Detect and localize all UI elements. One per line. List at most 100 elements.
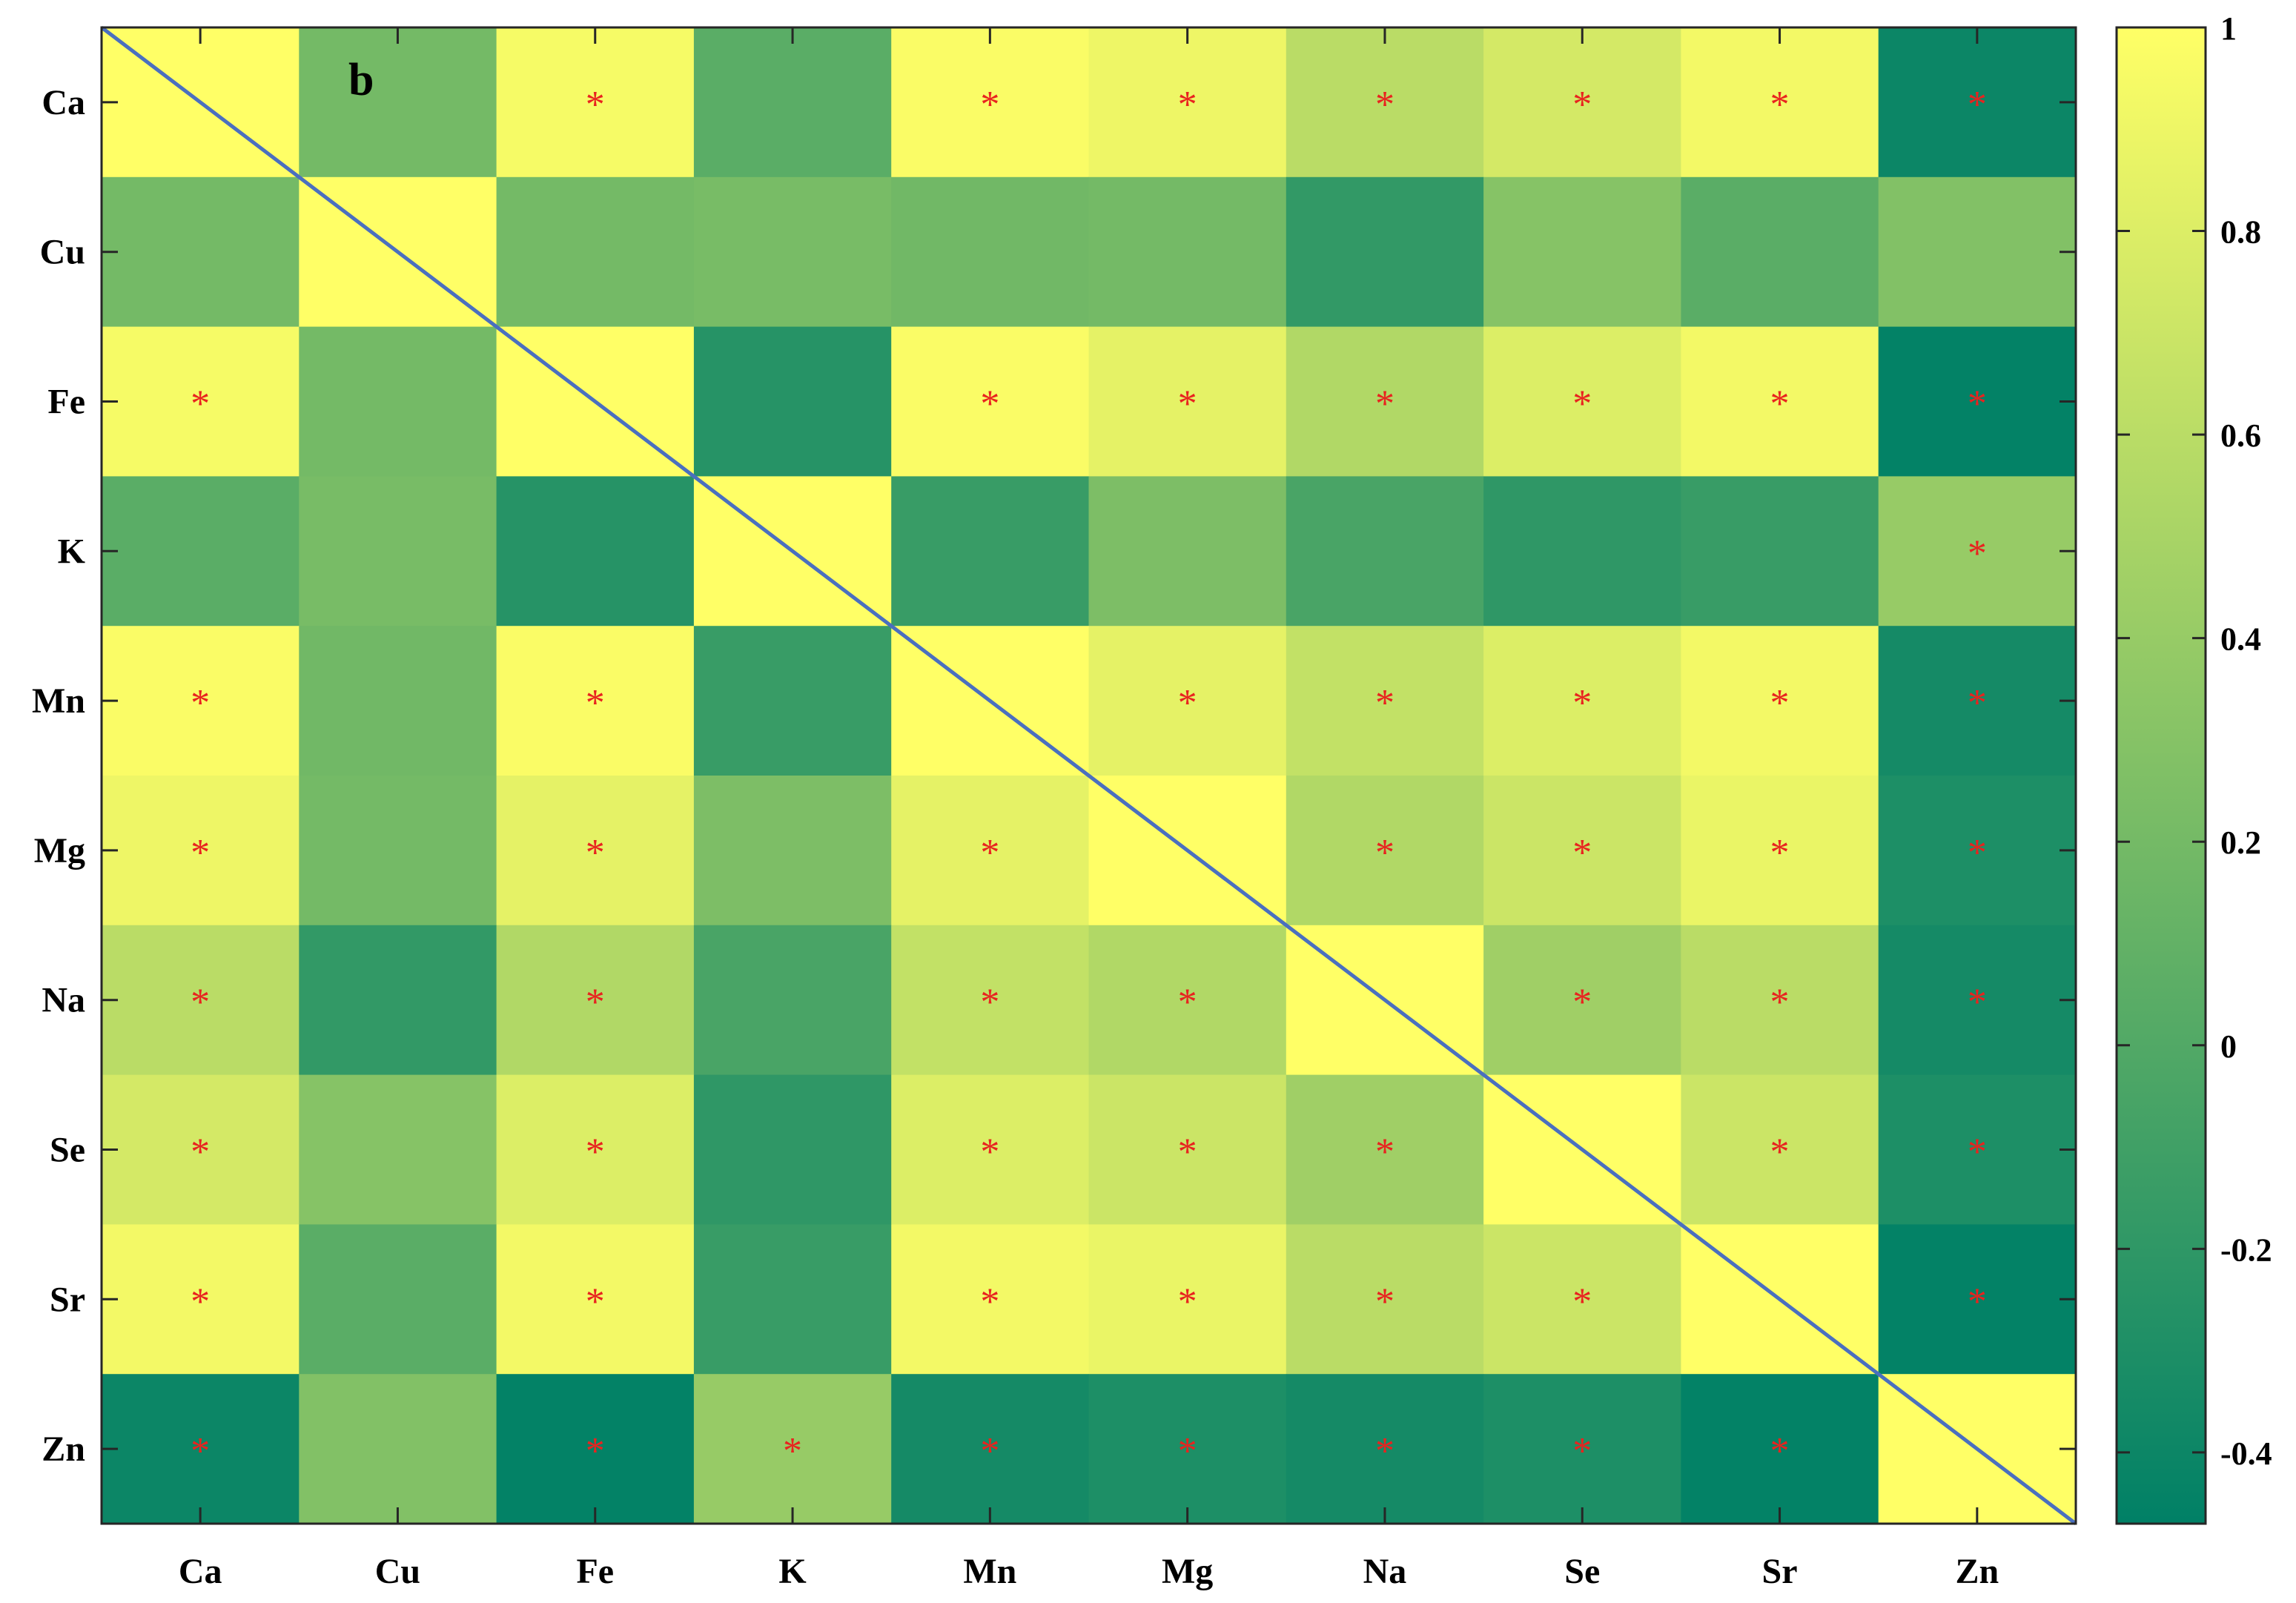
colorbar-tick-label: 0.8 [2220, 214, 2261, 251]
significance-marker: * [980, 982, 999, 1024]
heatmap-cell-ca-k [693, 27, 892, 178]
heatmap-cell-na-k [693, 925, 892, 1076]
significance-marker: * [980, 1430, 999, 1473]
y-tick-label: Se [50, 1131, 85, 1170]
significance-marker: * [1178, 84, 1197, 126]
heatmap-cell-k-zn [1878, 476, 2077, 627]
significance-marker: * [1375, 1280, 1395, 1323]
heatmap-cell-sr-cu [299, 1224, 497, 1375]
significance-marker: * [1178, 682, 1197, 724]
heatmap-cell-cu-zn [1878, 176, 2077, 328]
x-tick-label: Fe [576, 1552, 614, 1591]
significance-marker: * [1968, 1280, 1987, 1323]
heatmap-cell-fe-zn [1878, 326, 2077, 477]
significance-marker: * [586, 982, 605, 1024]
heatmap-cell-zn-cu [299, 1374, 497, 1524]
x-tick-label: Mg [1162, 1552, 1213, 1591]
heatmap-cell-sr-se [1483, 1224, 1681, 1375]
x-tick-label: Na [1363, 1552, 1407, 1591]
colorbar-tick-label: 0.4 [2220, 621, 2261, 658]
heatmap-cell-k-ca [102, 476, 300, 627]
y-tick-label: Cu [40, 233, 85, 272]
significance-marker: * [1770, 84, 1790, 126]
y-tick-label: Mn [32, 681, 85, 721]
colorbar-tick-label: -0.2 [2220, 1232, 2272, 1268]
y-axis-tick-labels: Ca Cu Fe K Mn Mg Na Se Sr Zn [32, 83, 85, 1469]
heatmap-cell-sr-mg [1088, 1224, 1287, 1375]
axis-ticks [102, 27, 2076, 1524]
heatmap-cell-ca-se [1483, 27, 1681, 178]
significance-marker: * [980, 1280, 999, 1323]
y-tick-label: Mg [34, 831, 85, 870]
heatmap-cell-se-na [1286, 1074, 1484, 1225]
y-tick-label: Fe [47, 383, 85, 422]
significance-marker: * [1770, 832, 1790, 874]
heatmap-cell-na-mn [891, 925, 1089, 1076]
heatmap-cell-fe-ca [102, 326, 300, 477]
heatmap-cell-mg-mn [891, 776, 1089, 926]
significance-marker: * [1572, 84, 1592, 126]
significance-marker: * [1770, 1430, 1790, 1473]
heatmap-cell-na-ca [102, 925, 300, 1076]
significance-marker: * [586, 682, 605, 724]
heatmap-cell-cu-fe [496, 176, 695, 328]
heatmap-cell-fe-se [1483, 326, 1681, 477]
heatmap-cell-zn-se [1483, 1374, 1681, 1524]
heatmap-cell-mn-k [693, 626, 892, 776]
heatmap-cell-sr-mn [891, 1224, 1089, 1375]
heatmap-cell-k-na [1286, 476, 1484, 627]
x-tick-label: Zn [1955, 1552, 1999, 1591]
heatmap-cell-cu-sr [1681, 176, 1879, 328]
heatmap-cell-ca-cu [299, 27, 497, 178]
y-tick-label: Ca [42, 83, 85, 122]
heatmap-cell-fe-mn [891, 326, 1089, 477]
significance-marker: * [1375, 682, 1395, 724]
significance-marker: * [783, 1430, 802, 1473]
significance-marker: * [1375, 832, 1395, 874]
significance-marker: * [1178, 1131, 1197, 1174]
significance-marker: * [586, 1280, 605, 1323]
y-tick-label: Zn [42, 1430, 85, 1469]
heatmap-cell-zn-ca [102, 1374, 300, 1524]
significance-marker: * [586, 832, 605, 874]
significance-marker: * [191, 1131, 210, 1174]
heatmap-cell-sr-na [1286, 1224, 1484, 1375]
significance-marker: * [980, 1131, 999, 1174]
heatmap-cell-se-k [693, 1074, 892, 1225]
heatmap-cell-fe-k [693, 326, 892, 477]
heatmap-cell-ca-mn [891, 27, 1089, 178]
heatmap-cell-k-cu [299, 476, 497, 627]
significance-marker: * [191, 832, 210, 874]
heatmap-cell-fe-sr [1681, 326, 1879, 477]
plot-frame [100, 26, 2077, 1525]
heatmap-cell-zn-mn [891, 1374, 1089, 1524]
y-tick-label: Sr [50, 1280, 85, 1319]
heatmap-cell-na-zn [1878, 925, 2077, 1076]
heatmap-cell-zn-mg [1088, 1374, 1287, 1524]
heatmap-cell-fe-cu [299, 326, 497, 477]
significance-marker: * [1572, 682, 1592, 724]
heatmap-cell-sr-k [693, 1224, 892, 1375]
heatmap-cell-ca-zn [1878, 27, 2077, 178]
significance-marker: * [1968, 982, 1987, 1024]
colorbar-tick-labels: 1 0.8 0.6 0.4 0.2 0 -0.2 -0.4 [2220, 10, 2272, 1472]
heatmap-cell-ca-mg [1088, 27, 1287, 178]
significance-marker: * [980, 84, 999, 126]
significance-marker: * [1968, 383, 1987, 426]
x-tick-label: Cu [375, 1552, 420, 1591]
colorbar-tick-label: 0 [2220, 1028, 2237, 1065]
heatmap-cell-k-se [1483, 476, 1681, 627]
significance-marker: * [1572, 383, 1592, 426]
heatmap-cell-mn-na [1286, 626, 1484, 776]
significance-marker: * [1375, 1131, 1395, 1174]
x-tick-label: Se [1564, 1552, 1600, 1591]
heatmap-cell-cu-na [1286, 176, 1484, 328]
y-tick-label: K [58, 532, 85, 571]
significance-marker: * [1572, 1430, 1592, 1473]
heatmap-cell-se-mg [1088, 1074, 1287, 1225]
significance-marker: * [586, 1131, 605, 1174]
heatmap-cell-se-cu [299, 1074, 497, 1225]
heatmap-cell-ca-fe [496, 27, 695, 178]
significance-marker: * [586, 1430, 605, 1473]
